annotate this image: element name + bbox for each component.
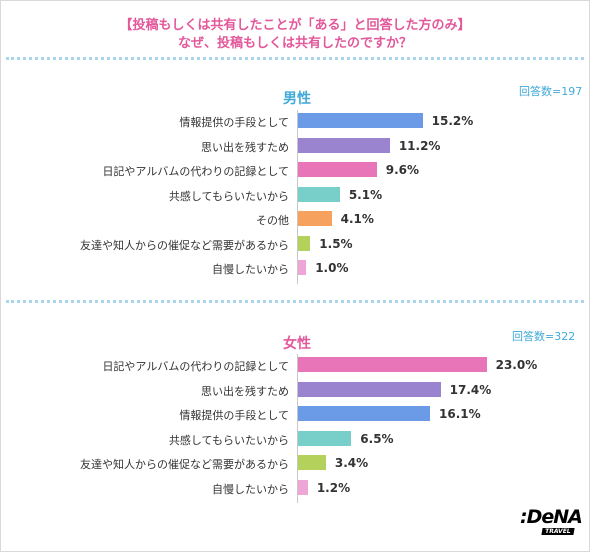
male-bar	[298, 211, 332, 226]
male-value-label: 11.2%	[398, 138, 441, 153]
female-category-label: 自慢したいから	[212, 482, 289, 496]
female-bar	[298, 430, 352, 446]
female-value-label: 16.1%	[439, 407, 481, 421]
male-bar	[298, 235, 311, 251]
logo-subtitle: TRAVEL	[541, 528, 575, 535]
male-title: 男性	[283, 91, 311, 107]
male-value-label: 4.1%	[340, 212, 374, 226]
male-bar	[298, 186, 340, 202]
male-bar	[298, 113, 423, 128]
female-value-label: 3.4%	[334, 456, 369, 470]
female-category-label: 日記やアルバムの代わりの記録として	[102, 360, 289, 373]
male-value-label: 5.1%	[348, 187, 383, 202]
female-value-label: 17.4%	[449, 382, 492, 397]
female-bar	[298, 357, 487, 372]
female-category-label: 友達や知人からの催促など需要があるから	[80, 458, 289, 471]
female-value-label: 6.5%	[360, 431, 394, 446]
male-category-label: 自慢したいから	[212, 263, 289, 276]
male-value-label: 1.5%	[319, 236, 353, 251]
male-category-label: 日記やアルバムの代わりの記録として	[102, 165, 289, 178]
male-category-label: 思い出を残すため	[201, 140, 289, 154]
female-bar	[298, 406, 431, 421]
male-respondents: 回答数=197	[519, 85, 583, 98]
female-category-label: 思い出を残すため	[201, 384, 289, 398]
male-category-label: 情報提供の手段として	[179, 116, 289, 129]
female-respondents: 回答数=322	[512, 330, 576, 343]
male-value-label: 1.0%	[315, 261, 349, 275]
dotted-divider-top	[6, 57, 584, 60]
female-value-label: 23.0%	[495, 358, 538, 372]
male-bar	[298, 260, 307, 275]
female-title: 女性	[283, 336, 311, 352]
heading-condition: 【投稿もしくは共有したことが「ある」と回答した方のみ】	[119, 18, 471, 33]
male-value-label: 9.6%	[385, 163, 419, 177]
male-bar	[298, 162, 377, 177]
male-value-label: 15.2%	[431, 114, 474, 128]
male-category-label: 共感してもらいたいから	[168, 189, 289, 203]
female-bar	[298, 381, 441, 397]
male-category-label: 友達や知人からの催促など需要があるから	[80, 238, 289, 252]
male-bar	[298, 137, 390, 153]
female-value-label: 1.2%	[316, 480, 351, 495]
male-axis-line	[297, 110, 298, 284]
heading-question: なぜ、投稿もしくは共有したのですか？	[177, 36, 412, 51]
dena-travel-logo: :DeNA TRAVEL	[520, 506, 583, 540]
female-category-label: 共感してもらいたいから	[168, 433, 289, 447]
female-bar	[298, 479, 308, 495]
logo-wordmark: :DeNA	[520, 506, 583, 528]
male-category-label: その他	[256, 214, 289, 227]
female-axis-line	[297, 354, 298, 503]
female-category-label: 情報提供の手段として	[179, 409, 289, 422]
dotted-divider-middle	[6, 300, 584, 303]
female-bar	[298, 455, 326, 470]
